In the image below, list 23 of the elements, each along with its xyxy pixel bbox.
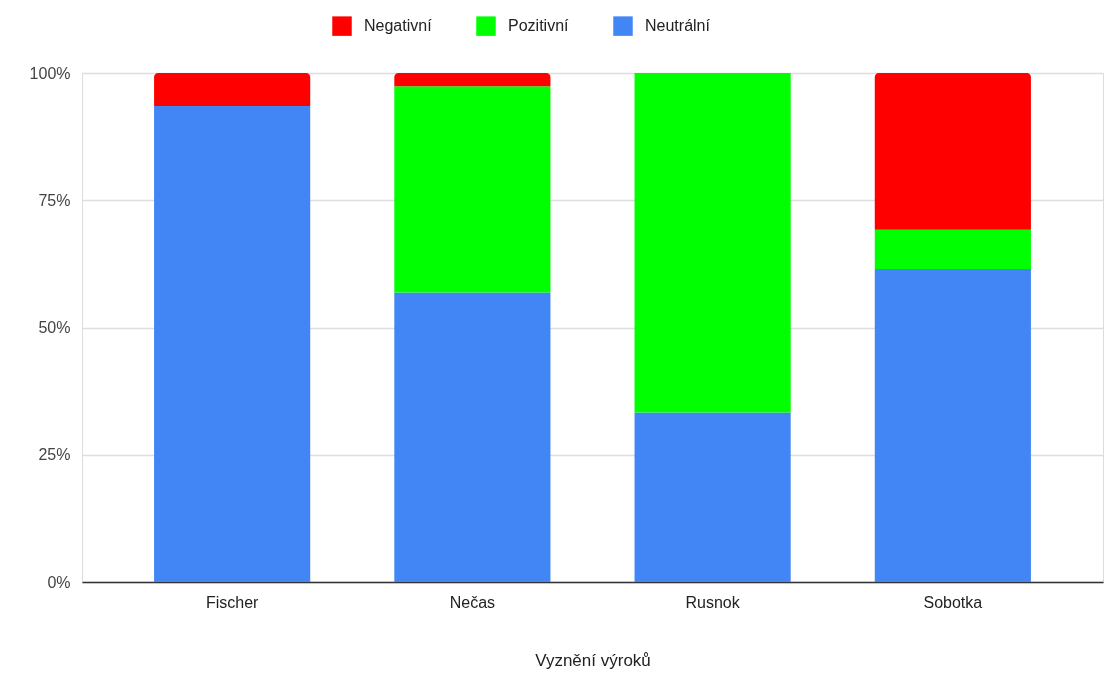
x-tick-label: Nečas (449, 593, 496, 611)
bar (874, 229, 1031, 269)
x-tick-label: Fischer (205, 593, 260, 611)
y-tick-label: 100% (29, 64, 71, 82)
bar (394, 86, 551, 293)
bar (394, 292, 551, 582)
x-tick-label: Sobotka (923, 593, 983, 611)
bar (634, 73, 791, 413)
x-axis-title: Vyznění výroků (535, 650, 651, 670)
bar (154, 106, 311, 582)
bar (394, 73, 551, 87)
legend-label: Pozitivní (508, 17, 570, 35)
y-tick-label: 75% (38, 191, 71, 209)
y-tick-label: 50% (38, 319, 71, 336)
bar (874, 268, 1031, 582)
legend-label: Negativní (364, 17, 433, 35)
bar (634, 412, 791, 582)
y-tick-label: 25% (38, 446, 71, 464)
x-tick-label: Rusnok (685, 593, 741, 611)
bar (154, 73, 311, 107)
legend-label: Neutrální (645, 17, 711, 35)
bar (874, 73, 1031, 230)
y-tick-label: 0% (47, 573, 71, 591)
